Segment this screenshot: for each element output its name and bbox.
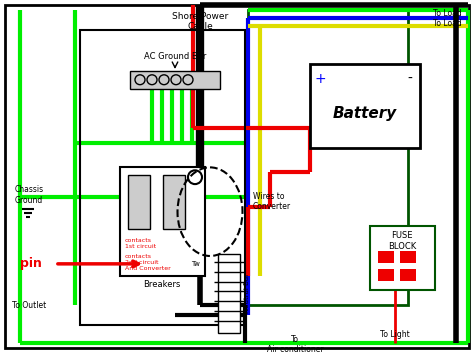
Bar bbox=[310, 64, 420, 148]
Text: Battery: Battery bbox=[333, 106, 397, 121]
Text: pin: pin bbox=[20, 257, 42, 270]
Bar bbox=[128, 175, 150, 229]
Text: contacts
1st circuit: contacts 1st circuit bbox=[125, 238, 156, 249]
Text: Tw: Tw bbox=[191, 261, 200, 267]
Bar bbox=[163, 175, 185, 229]
Bar bbox=[378, 251, 394, 263]
Text: Breakers: Breakers bbox=[143, 280, 181, 289]
Text: contacts
2nd circuit
And Converter: contacts 2nd circuit And Converter bbox=[125, 254, 171, 271]
Text: To Load: To Load bbox=[433, 9, 462, 18]
Text: -: - bbox=[408, 72, 412, 86]
Bar bbox=[130, 71, 220, 89]
Text: FUSE
BLOCK: FUSE BLOCK bbox=[388, 231, 416, 251]
Bar bbox=[400, 251, 416, 263]
Text: Shore Power
Cable: Shore Power Cable bbox=[172, 12, 228, 31]
Text: Wires to
Converter: Wires to Converter bbox=[253, 192, 291, 211]
Text: AC Ground Bar: AC Ground Bar bbox=[144, 52, 206, 61]
Text: Chassis
Ground: Chassis Ground bbox=[15, 185, 44, 205]
Text: Neutral Bar: Neutral Bar bbox=[244, 274, 250, 313]
Bar bbox=[80, 30, 245, 325]
Text: To Load: To Load bbox=[433, 19, 462, 28]
Bar bbox=[378, 269, 394, 281]
Bar bbox=[370, 227, 435, 290]
Text: +: + bbox=[314, 72, 326, 86]
Bar bbox=[218, 254, 240, 333]
Text: To
Air conditioner: To Air conditioner bbox=[267, 335, 323, 354]
Text: To Outlet: To Outlet bbox=[12, 301, 46, 310]
Text: To Light: To Light bbox=[380, 330, 410, 339]
Bar bbox=[248, 10, 408, 305]
Bar bbox=[400, 269, 416, 281]
Bar bbox=[120, 168, 205, 276]
